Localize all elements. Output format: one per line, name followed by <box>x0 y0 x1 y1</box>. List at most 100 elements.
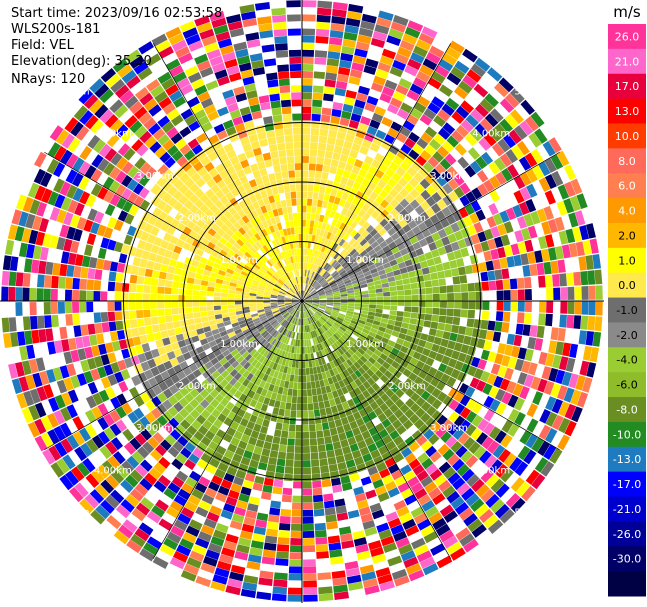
velocity-gate <box>41 138 55 155</box>
velocity-gate <box>389 66 404 78</box>
velocity-gate <box>224 382 233 392</box>
velocity-gate <box>229 197 238 207</box>
velocity-gate <box>376 99 389 110</box>
velocity-gate <box>165 322 174 330</box>
velocity-gate <box>280 199 287 208</box>
velocity-gate <box>524 116 539 132</box>
velocity-gate <box>42 204 54 219</box>
velocity-gate <box>465 410 478 423</box>
velocity-gate <box>265 226 272 235</box>
velocity-gate <box>447 453 460 466</box>
velocity-gate <box>226 327 235 335</box>
velocity-gate <box>397 177 408 188</box>
velocity-gate <box>424 251 433 260</box>
velocity-gate <box>137 239 147 250</box>
velocity-gate <box>338 198 347 207</box>
velocity-gate <box>309 248 313 256</box>
velocity-gate <box>579 360 590 376</box>
velocity-gate <box>155 444 167 457</box>
velocity-gate <box>408 531 423 543</box>
velocity-gate <box>512 383 524 397</box>
velocity-gate <box>332 333 340 341</box>
velocity-gate <box>455 105 470 119</box>
velocity-gate <box>157 164 169 176</box>
velocity-gate <box>341 353 349 361</box>
velocity-gate <box>213 305 221 311</box>
velocity-gate <box>226 65 240 76</box>
velocity-gate <box>401 272 410 280</box>
velocity-gate <box>56 237 66 251</box>
velocity-gate <box>484 454 498 469</box>
velocity-gate <box>174 424 186 436</box>
velocity-gate <box>180 108 194 120</box>
velocity-gate <box>227 20 243 31</box>
velocity-gate <box>88 99 104 114</box>
velocity-gate <box>435 426 447 438</box>
velocity-gate <box>86 357 97 370</box>
velocity-gate <box>242 206 251 215</box>
velocity-gate <box>288 424 296 432</box>
velocity-gate <box>291 309 297 316</box>
velocity-gate <box>493 375 504 388</box>
velocity-gate <box>366 206 376 216</box>
velocity-gate <box>265 390 273 399</box>
velocity-gate <box>243 361 251 370</box>
velocity-gate <box>191 78 205 90</box>
velocity-gate <box>395 315 404 322</box>
velocity-gate <box>289 323 294 331</box>
velocity-gate <box>384 249 394 258</box>
velocity-gate <box>389 429 400 441</box>
velocity-gate <box>507 356 518 369</box>
velocity-gate <box>442 407 454 419</box>
velocity-gate <box>242 328 250 335</box>
velocity-gate <box>404 26 421 39</box>
velocity-gate <box>287 388 293 396</box>
velocity-gate <box>97 403 109 416</box>
velocity-gate <box>80 324 89 336</box>
velocity-gate <box>471 389 482 402</box>
velocity-gate <box>493 82 509 98</box>
velocity-gate <box>114 291 122 301</box>
velocity-gate <box>500 196 512 210</box>
velocity-gate <box>345 265 353 272</box>
velocity-gate <box>439 504 454 518</box>
velocity-gate <box>251 384 259 393</box>
velocity-gate <box>563 198 575 214</box>
velocity-gate <box>242 309 251 314</box>
velocity-gate <box>437 322 446 331</box>
velocity-gate <box>408 219 418 230</box>
velocity-gate <box>157 301 165 309</box>
velocity-gate <box>258 363 265 372</box>
velocity-gate <box>176 238 185 248</box>
velocity-gate <box>431 410 443 422</box>
velocity-gate <box>352 55 366 65</box>
velocity-gate <box>305 297 312 300</box>
velocity-gate <box>299 347 302 354</box>
velocity-gate <box>167 144 179 157</box>
velocity-gate <box>427 77 442 90</box>
velocity-gate <box>250 163 259 173</box>
velocity-gate <box>362 297 370 301</box>
velocity-gate <box>222 280 231 286</box>
velocity-gate <box>509 457 523 472</box>
velocity-gate <box>268 225 276 234</box>
velocity-gate <box>310 271 315 279</box>
velocity-gate <box>320 386 327 395</box>
velocity-gate <box>223 276 232 282</box>
velocity-gate <box>96 224 107 237</box>
velocity-gate <box>256 298 264 301</box>
velocity-gate <box>358 218 367 227</box>
velocity-gate <box>259 380 266 389</box>
velocity-gate <box>15 316 24 331</box>
velocity-gate <box>285 314 291 321</box>
velocity-gate <box>526 418 539 433</box>
velocity-gate <box>144 191 156 203</box>
velocity-gate <box>86 301 94 313</box>
velocity-gate <box>363 6 379 17</box>
velocity-gate <box>343 140 353 150</box>
velocity-gate <box>156 415 168 427</box>
velocity-gate <box>349 356 357 364</box>
velocity-gate <box>325 514 337 523</box>
velocity-gate <box>116 330 126 340</box>
velocity-gate <box>305 296 312 300</box>
